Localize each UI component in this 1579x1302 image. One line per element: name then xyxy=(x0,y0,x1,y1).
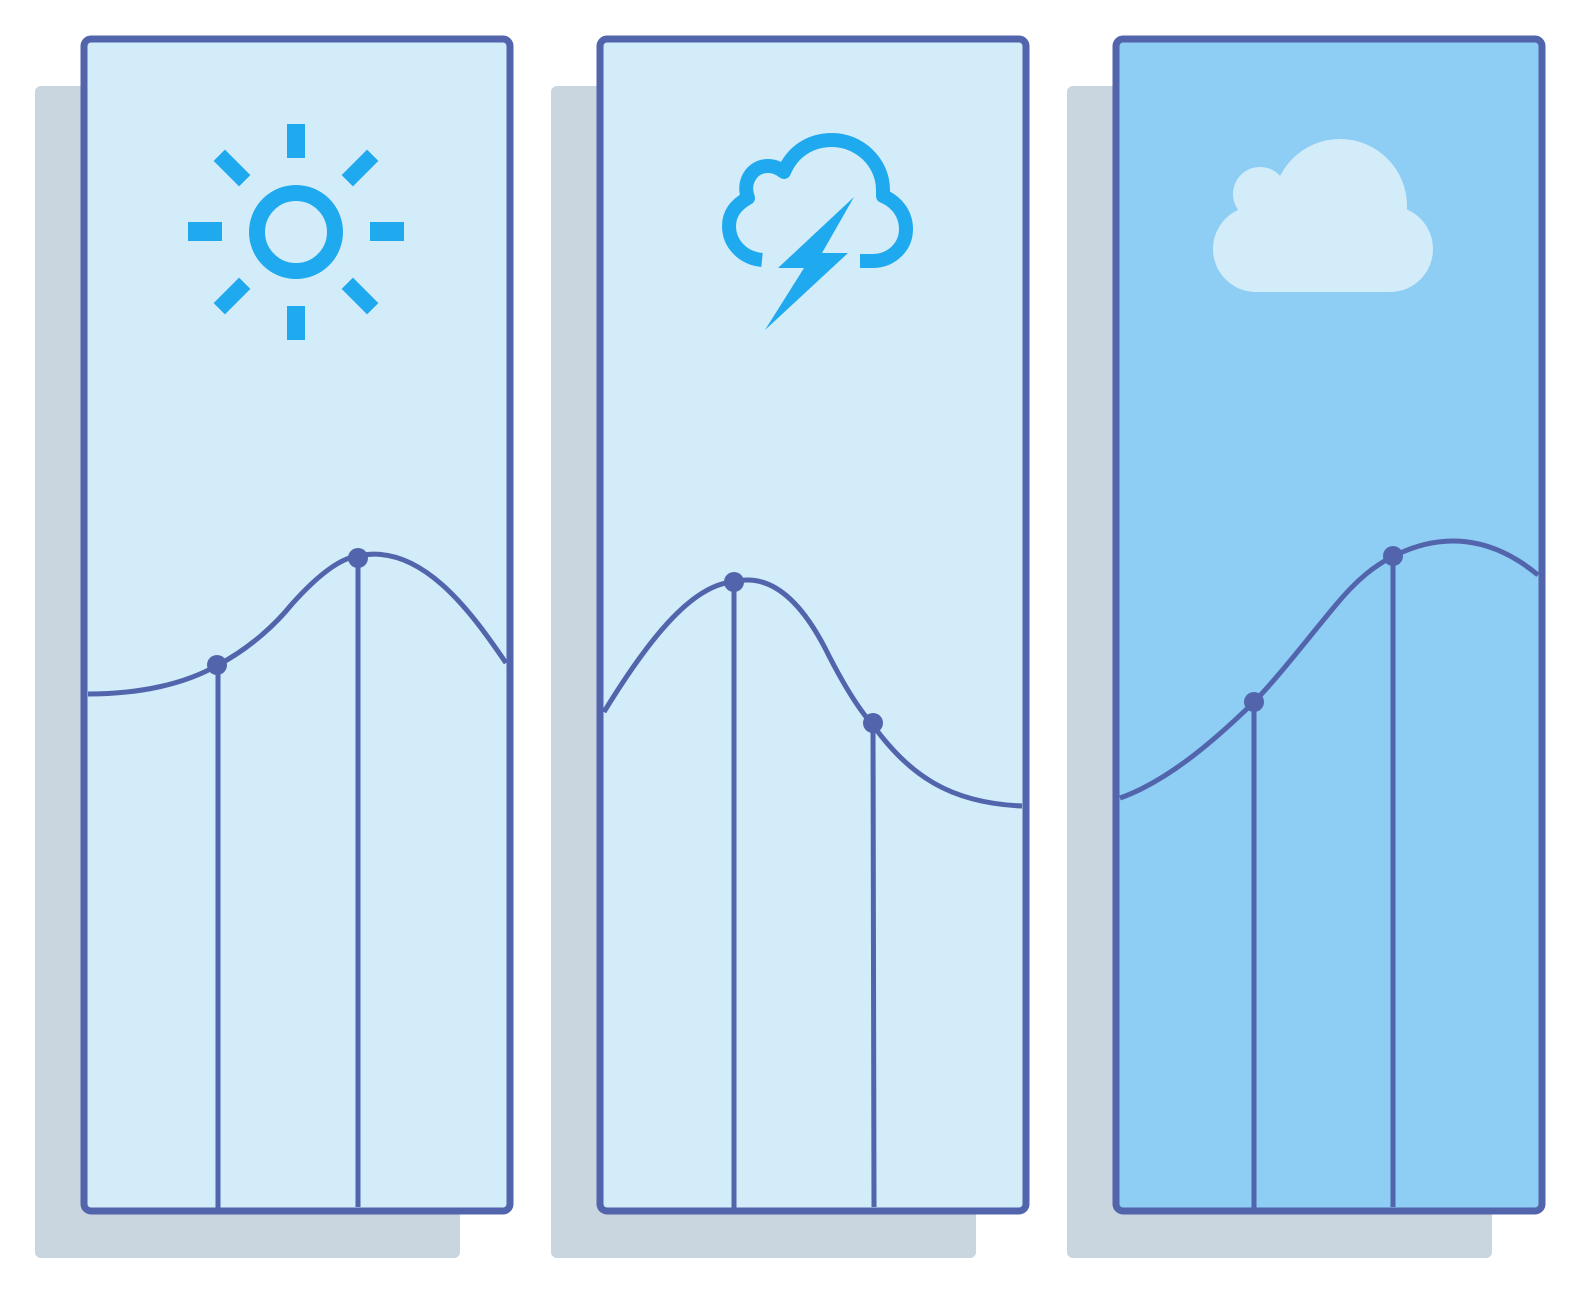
trend-curve xyxy=(1119,538,1540,801)
data-point xyxy=(1383,546,1403,566)
marker-lines xyxy=(731,582,877,1214)
sun-icon xyxy=(188,124,404,340)
marker-lines xyxy=(1251,557,1396,1214)
marker-lines xyxy=(215,558,361,1214)
cloud-icon xyxy=(1213,139,1433,292)
storm-panel xyxy=(551,35,1030,1258)
cloud-outline-icon xyxy=(722,133,913,268)
data-point xyxy=(863,713,883,733)
marker-line xyxy=(870,723,877,1208)
data-points xyxy=(207,548,368,675)
data-points xyxy=(1244,546,1403,712)
trend-curve xyxy=(601,577,1023,809)
panel-frame xyxy=(1112,35,1546,1215)
panel-frame xyxy=(80,35,514,1215)
thunderstorm-icon xyxy=(722,133,913,330)
data-point xyxy=(207,655,227,675)
lightning-bolt-icon xyxy=(765,197,854,330)
data-point xyxy=(1244,692,1264,712)
data-point xyxy=(348,548,368,568)
trend-curve xyxy=(87,551,509,697)
cloudy-panel xyxy=(1067,35,1546,1258)
data-point xyxy=(724,572,744,592)
data-points xyxy=(724,572,883,733)
sunny-panel xyxy=(35,35,514,1258)
